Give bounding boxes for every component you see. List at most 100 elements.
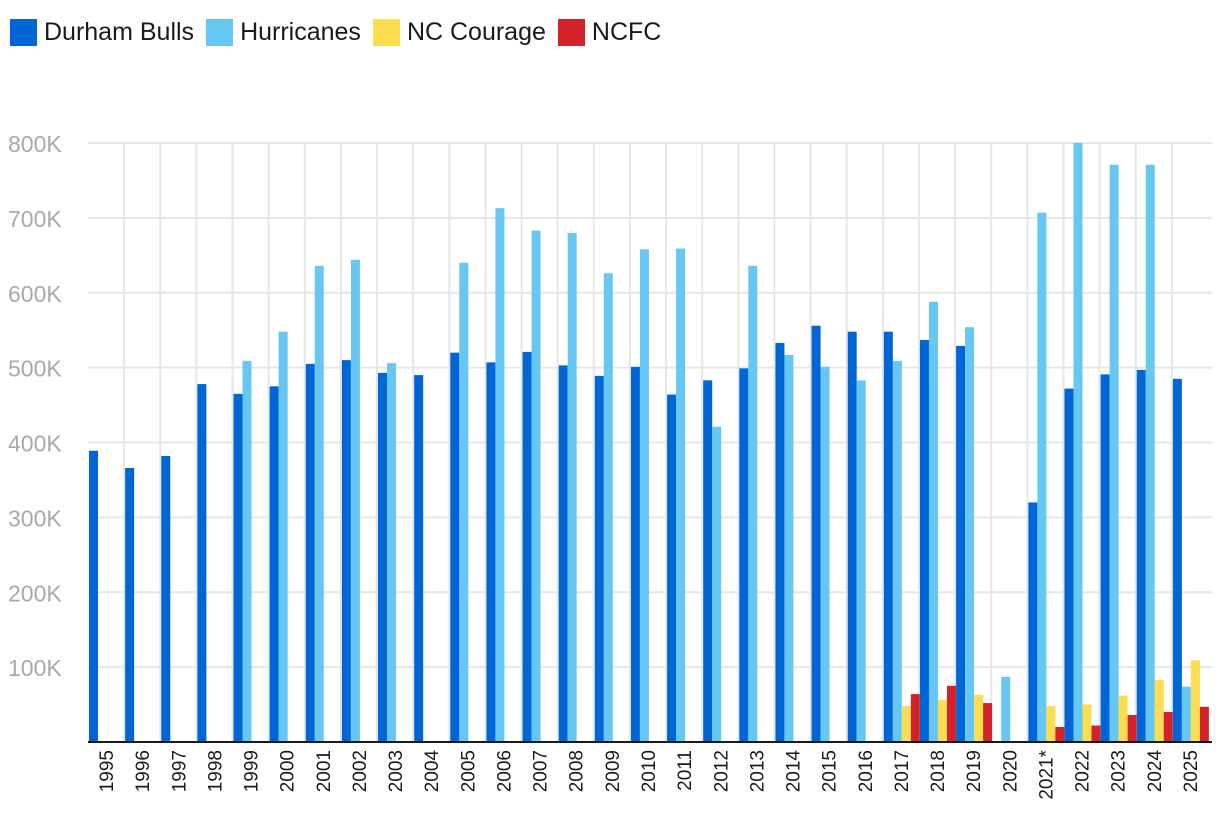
x-tick-label-2003: 2003 — [386, 750, 407, 792]
x-tick-label-2021: 2021* — [1036, 749, 1057, 799]
bar-hurricanes-2002[interactable] — [350, 259, 360, 742]
bar-ncfc-2019[interactable] — [983, 703, 993, 742]
bar-durham-bulls-2015[interactable] — [811, 325, 821, 742]
bar-hurricanes-2010[interactable] — [639, 249, 649, 742]
y-tick-label-700k: 700K — [8, 206, 62, 232]
bar-durham-bulls-2025[interactable] — [1172, 378, 1182, 742]
bar-durham-bulls-2013[interactable] — [739, 368, 749, 742]
bar-durham-bulls-2005[interactable] — [450, 352, 460, 742]
bar-durham-bulls-2007[interactable] — [522, 351, 532, 742]
bar-durham-bulls-2000[interactable] — [269, 386, 279, 742]
bar-ncfc-2017[interactable] — [910, 694, 920, 742]
bar-hurricanes-2019[interactable] — [965, 327, 975, 742]
bar-nc-courage-2023[interactable] — [1118, 695, 1128, 742]
x-tick-label-2019: 2019 — [964, 750, 985, 792]
x-tick-label-1997: 1997 — [169, 750, 190, 792]
y-tick-label-400k: 400K — [8, 431, 62, 457]
bar-durham-bulls-2010[interactable] — [630, 366, 640, 742]
bar-nc-courage-2025[interactable] — [1190, 660, 1200, 742]
bar-hurricanes-1999[interactable] — [242, 360, 252, 742]
bar-durham-bulls-2001[interactable] — [305, 363, 315, 742]
bar-hurricanes-2013[interactable] — [748, 265, 758, 742]
bar-durham-bulls-2006[interactable] — [486, 362, 496, 742]
bar-durham-bulls-1997[interactable] — [161, 455, 171, 742]
bar-hurricanes-2015[interactable] — [820, 366, 830, 742]
legend-item-durham-bulls[interactable]: Durham Bulls — [10, 18, 194, 47]
legend-item-ncfc[interactable]: NCFC — [557, 18, 661, 47]
legend-item-nc-courage[interactable]: NC Courage — [372, 18, 546, 47]
bar-hurricanes-2009[interactable] — [603, 273, 613, 742]
bar-hurricanes-2014[interactable] — [784, 354, 794, 742]
bar-hurricanes-2011[interactable] — [676, 248, 686, 743]
bar-durham-bulls-1999[interactable] — [233, 393, 243, 742]
x-tick-label-2023: 2023 — [1109, 750, 1130, 792]
bar-durham-bulls-2004[interactable] — [414, 375, 424, 742]
bar-hurricanes-2017[interactable] — [892, 360, 902, 742]
bar-hurricanes-2018[interactable] — [928, 301, 938, 742]
bar-durham-bulls-2003[interactable] — [378, 372, 388, 742]
bar-durham-bulls-2014[interactable] — [775, 342, 785, 742]
x-tick-label-2018: 2018 — [928, 750, 949, 792]
bar-hurricanes-2000[interactable] — [278, 331, 288, 742]
x-tick-label-2004: 2004 — [422, 750, 443, 793]
bar-nc-courage-2018[interactable] — [937, 700, 947, 742]
bar-durham-bulls-1996[interactable] — [125, 467, 135, 742]
bar-hurricanes-2005[interactable] — [459, 262, 469, 742]
y-tick-label-500k: 500K — [8, 356, 62, 382]
bar-nc-courage-2019[interactable] — [974, 694, 984, 742]
x-tick-label-1996: 1996 — [133, 750, 154, 792]
bar-hurricanes-2020[interactable] — [1001, 676, 1011, 742]
bar-nc-courage-2024[interactable] — [1154, 679, 1164, 742]
bar-durham-bulls-2024[interactable] — [1136, 369, 1146, 742]
bar-durham-bulls-2019[interactable] — [956, 345, 966, 742]
legend-swatch-durham-bulls — [10, 18, 37, 46]
bar-durham-bulls-1998[interactable] — [197, 384, 207, 742]
bar-durham-bulls-2021[interactable] — [1028, 502, 1038, 742]
bar-durham-bulls-2017[interactable] — [883, 331, 893, 742]
bar-durham-bulls-2009[interactable] — [594, 375, 604, 742]
bar-hurricanes-2022[interactable] — [1073, 143, 1083, 742]
bar-hurricanes-2006[interactable] — [495, 208, 505, 743]
bar-ncfc-2018[interactable] — [946, 685, 956, 742]
bar-durham-bulls-2002[interactable] — [341, 360, 351, 742]
bar-ncfc-2022[interactable] — [1091, 725, 1101, 742]
bar-hurricanes-2024[interactable] — [1145, 164, 1155, 742]
bar-hurricanes-2025[interactable] — [1181, 686, 1191, 742]
x-tick-label-2000: 2000 — [278, 750, 299, 792]
bar-hurricanes-2001[interactable] — [314, 265, 324, 742]
bar-hurricanes-2007[interactable] — [531, 230, 541, 742]
bar-durham-bulls-2022[interactable] — [1064, 388, 1074, 742]
legend-label-durham-bulls: Durham Bulls — [44, 17, 195, 46]
bar-durham-bulls-1995[interactable] — [89, 450, 98, 742]
bar-hurricanes-2003[interactable] — [387, 363, 397, 742]
grid-layer — [88, 142, 1212, 742]
bar-hurricanes-2023[interactable] — [1109, 164, 1119, 742]
bar-nc-courage-2022[interactable] — [1082, 704, 1092, 742]
bar-nc-courage-2017[interactable] — [901, 706, 911, 742]
bar-ncfc-2025[interactable] — [1199, 706, 1209, 742]
bar-hurricanes-2012[interactable] — [712, 426, 722, 742]
bar-durham-bulls-2023[interactable] — [1100, 374, 1110, 742]
bar-durham-bulls-2016[interactable] — [847, 331, 857, 742]
x-tick-label-2010: 2010 — [639, 750, 660, 792]
bar-hurricanes-2016[interactable] — [856, 380, 866, 742]
bar-ncfc-2021[interactable] — [1055, 727, 1065, 742]
x-tick-label-2013: 2013 — [747, 750, 768, 792]
x-tick-label-2012: 2012 — [711, 750, 732, 792]
x-tick-label-2022: 2022 — [1073, 750, 1094, 792]
legend-item-hurricanes[interactable]: Hurricanes — [206, 18, 361, 47]
bar-hurricanes-2021[interactable] — [1037, 212, 1047, 743]
x-tick-label-2001: 2001 — [314, 750, 335, 792]
bar-durham-bulls-2008[interactable] — [558, 365, 568, 742]
bar-durham-bulls-2012[interactable] — [703, 380, 713, 742]
bar-durham-bulls-2011[interactable] — [667, 394, 677, 742]
bar-ncfc-2024[interactable] — [1163, 712, 1173, 742]
x-tick-label-2017: 2017 — [892, 750, 913, 792]
bar-ncfc-2023[interactable] — [1127, 715, 1137, 742]
bar-durham-bulls-2018[interactable] — [919, 339, 929, 742]
y-tick-label-300k: 300K — [8, 505, 62, 531]
bar-nc-courage-2021[interactable] — [1046, 706, 1056, 742]
bar-hurricanes-2008[interactable] — [567, 232, 577, 742]
x-tick-label-2014: 2014 — [784, 750, 805, 793]
